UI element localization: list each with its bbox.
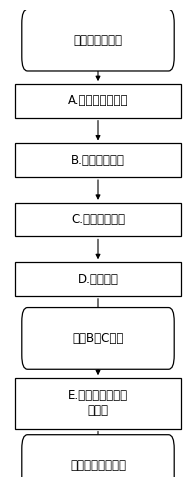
FancyBboxPatch shape — [15, 378, 181, 429]
FancyBboxPatch shape — [15, 203, 181, 237]
FancyBboxPatch shape — [15, 262, 181, 296]
Text: C.去除杂质噪声: C.去除杂质噪声 — [71, 213, 125, 226]
FancyBboxPatch shape — [15, 144, 181, 177]
Text: 重复B、C步骤: 重复B、C步骤 — [72, 332, 124, 345]
Text: A.灰度化和二值化: A.灰度化和二值化 — [68, 94, 128, 108]
Text: 定位获取的车牌: 定位获取的车牌 — [74, 34, 122, 47]
Text: E.间隙计算恢复剩
余字符: E.间隙计算恢复剩 余字符 — [68, 390, 128, 417]
FancyBboxPatch shape — [22, 308, 174, 369]
FancyBboxPatch shape — [22, 9, 174, 71]
FancyBboxPatch shape — [15, 84, 181, 118]
Text: B.标记连通区域: B.标记连通区域 — [71, 154, 125, 167]
FancyBboxPatch shape — [22, 435, 174, 487]
Text: 车牌七个字符区域: 车牌七个字符区域 — [70, 459, 126, 472]
Text: D.横向切割: D.横向切割 — [78, 273, 118, 285]
